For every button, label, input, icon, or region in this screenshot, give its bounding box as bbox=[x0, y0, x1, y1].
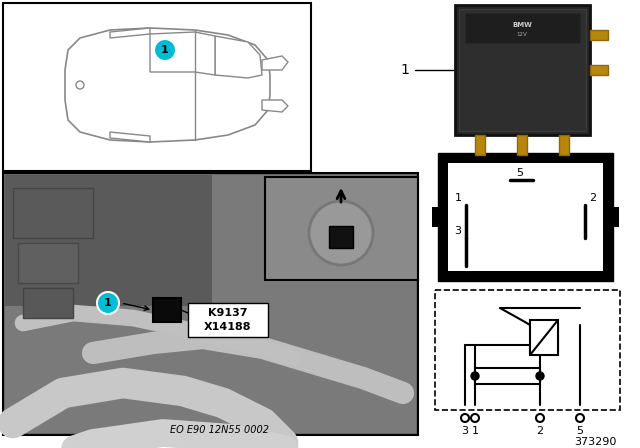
Text: BMW: BMW bbox=[512, 22, 532, 28]
Bar bbox=[475, 368, 540, 384]
Text: 1: 1 bbox=[472, 426, 479, 436]
Circle shape bbox=[154, 39, 176, 61]
Polygon shape bbox=[65, 28, 270, 142]
Text: 1: 1 bbox=[161, 45, 169, 55]
Bar bbox=[5, 175, 416, 433]
Circle shape bbox=[471, 414, 479, 422]
Text: 2: 2 bbox=[536, 426, 543, 436]
Bar bbox=[559, 135, 569, 155]
Bar bbox=[5, 175, 212, 306]
Text: 5: 5 bbox=[577, 426, 584, 436]
Bar bbox=[432, 207, 438, 227]
Text: 1: 1 bbox=[104, 298, 112, 308]
Polygon shape bbox=[110, 132, 150, 142]
Bar bbox=[517, 135, 527, 155]
Circle shape bbox=[576, 414, 584, 422]
Polygon shape bbox=[150, 32, 215, 75]
Circle shape bbox=[97, 292, 119, 314]
Text: K9137: K9137 bbox=[208, 308, 248, 318]
Bar bbox=[438, 153, 613, 281]
Bar bbox=[265, 177, 418, 280]
Polygon shape bbox=[215, 36, 262, 78]
Bar bbox=[188, 303, 268, 337]
Text: 12V: 12V bbox=[516, 33, 527, 38]
Bar bbox=[455, 5, 590, 135]
Bar bbox=[18, 243, 78, 283]
Text: 1: 1 bbox=[401, 63, 410, 77]
Bar bbox=[465, 13, 580, 43]
Circle shape bbox=[461, 414, 469, 422]
Polygon shape bbox=[262, 100, 288, 112]
Polygon shape bbox=[262, 56, 288, 70]
Bar bbox=[13, 188, 93, 238]
Bar bbox=[267, 179, 416, 278]
Bar bbox=[153, 298, 181, 322]
Circle shape bbox=[536, 372, 544, 380]
Text: 1: 1 bbox=[454, 193, 461, 203]
Polygon shape bbox=[110, 28, 150, 38]
Text: 5: 5 bbox=[516, 168, 524, 178]
Text: EO E90 12N55 0002: EO E90 12N55 0002 bbox=[170, 425, 269, 435]
Bar bbox=[613, 207, 619, 227]
Text: 3: 3 bbox=[461, 426, 468, 436]
Text: 373290: 373290 bbox=[574, 437, 616, 447]
Bar bbox=[448, 163, 603, 271]
Circle shape bbox=[536, 414, 544, 422]
Circle shape bbox=[309, 201, 373, 265]
Bar bbox=[3, 173, 418, 435]
Bar bbox=[23, 288, 73, 318]
Text: 2: 2 bbox=[589, 193, 596, 203]
Bar bbox=[590, 30, 608, 40]
Text: 3: 3 bbox=[454, 226, 461, 236]
Bar bbox=[459, 9, 586, 131]
Text: X14188: X14188 bbox=[204, 322, 252, 332]
Circle shape bbox=[471, 372, 479, 380]
Bar bbox=[435, 290, 620, 410]
Bar bbox=[590, 65, 608, 75]
Bar bbox=[3, 3, 311, 171]
Bar bbox=[530, 320, 558, 355]
Circle shape bbox=[76, 81, 84, 89]
Bar bbox=[329, 226, 353, 248]
Bar bbox=[475, 135, 485, 155]
